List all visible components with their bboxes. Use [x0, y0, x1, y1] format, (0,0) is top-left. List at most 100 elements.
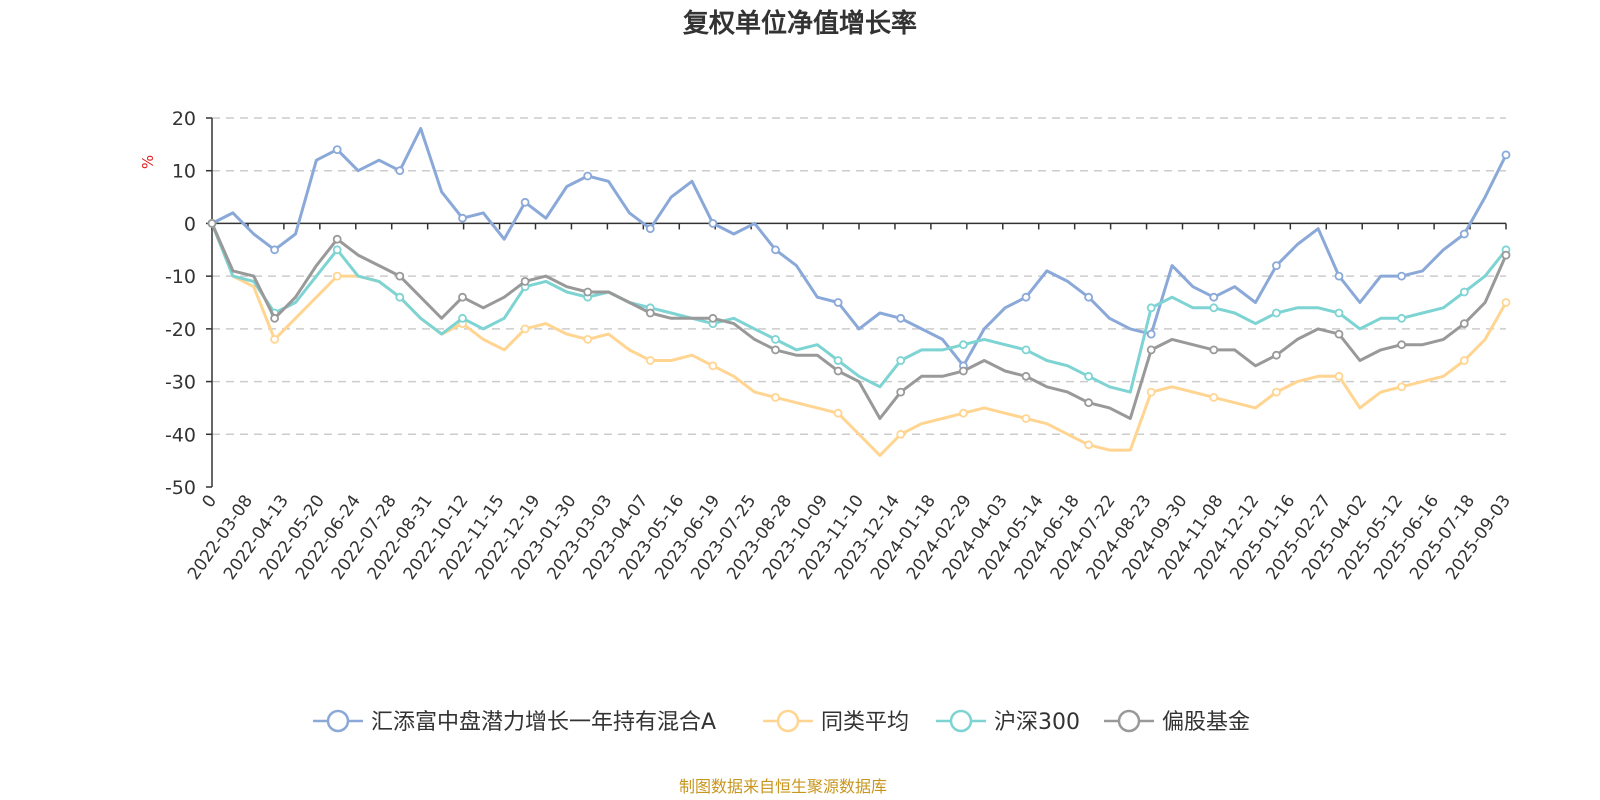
- data-point: [1209, 345, 1219, 355]
- data-point: [207, 218, 217, 228]
- data-point: [1146, 303, 1156, 313]
- chart-title: 复权单位净值增长率: [683, 8, 917, 39]
- y-tick-labels: 20 10 0 -10 -20 -30 -40 -50: [165, 108, 196, 499]
- legend-label: 偏股基金: [1162, 710, 1250, 735]
- data-point: [959, 366, 968, 376]
- data-point: [270, 313, 280, 323]
- data-point: [1272, 261, 1281, 271]
- series-1: [207, 218, 1511, 457]
- series-line: [210, 222, 1508, 394]
- data-point: [896, 429, 906, 439]
- data-point: [708, 218, 718, 228]
- y-tick-label: -40: [165, 424, 196, 446]
- data-point: [583, 287, 593, 297]
- data-point: [1272, 350, 1281, 360]
- y-tick-label: -50: [165, 477, 196, 499]
- series-line: [210, 222, 1508, 457]
- series-2: [207, 218, 1511, 394]
- legend-marker: [1117, 709, 1141, 733]
- data-point: [1501, 250, 1511, 260]
- data-point: [1334, 271, 1344, 281]
- data-point: [771, 334, 780, 344]
- data-point: [332, 234, 342, 244]
- legend-item[interactable]: 沪深300: [936, 709, 1080, 735]
- data-point: [332, 271, 342, 281]
- data-point: [1021, 414, 1031, 423]
- data-point: [332, 145, 342, 155]
- data-point: [270, 334, 280, 344]
- data-point: [1397, 313, 1406, 323]
- legend-item[interactable]: 汇添富中盘潜力增长一年持有混合A: [313, 709, 716, 735]
- data-point: [959, 340, 968, 350]
- data-point: [458, 313, 467, 323]
- legend-label: 沪深300: [994, 710, 1080, 735]
- data-point: [896, 313, 906, 323]
- legend-marker: [776, 709, 800, 733]
- series-line: [211, 127, 1508, 368]
- data-point: [458, 213, 467, 223]
- legend: 汇添富中盘潜力增长一年持有混合A 同类平均 沪深300 偏股基金: [313, 709, 1250, 735]
- data-point: [645, 356, 655, 365]
- data-point: [771, 245, 780, 255]
- legend-marker: [949, 709, 973, 733]
- data-point: [520, 276, 530, 286]
- data-point: [1334, 371, 1344, 381]
- series-3: [207, 218, 1511, 420]
- data-point: [1146, 345, 1156, 355]
- data-point: [1021, 292, 1031, 302]
- data-point: [1334, 308, 1344, 318]
- data-point: [1397, 382, 1406, 392]
- data-point: [1459, 287, 1469, 297]
- y-tick-label: -30: [165, 372, 196, 394]
- data-point: [458, 292, 467, 302]
- data-point: [833, 356, 843, 365]
- data-point: [645, 224, 655, 234]
- y-tick-label: -20: [165, 319, 196, 341]
- data-point: [395, 166, 405, 176]
- y-axis-unit: %: [139, 155, 157, 169]
- y-tick-label: -10: [165, 266, 196, 288]
- data-point: [1084, 440, 1093, 450]
- data-point: [1397, 271, 1406, 281]
- data-point: [833, 366, 843, 376]
- data-point: [708, 361, 718, 371]
- data-point: [1084, 371, 1093, 381]
- data-point: [1459, 229, 1469, 239]
- data-point: [833, 298, 843, 307]
- data-point: [896, 387, 906, 397]
- x-tick-labels: 02022-03-082022-04-132022-05-202022-06-2…: [184, 491, 1515, 583]
- data-point: [1501, 150, 1511, 160]
- legend-marker: [326, 709, 350, 733]
- legend-label: 汇添富中盘潜力增长一年持有混合A: [371, 710, 716, 735]
- data-point: [1209, 292, 1219, 302]
- data-point: [771, 345, 780, 355]
- legend-label: 同类平均: [821, 710, 909, 735]
- data-point: [1084, 292, 1093, 302]
- data-point: [1272, 387, 1281, 397]
- legend-item[interactable]: 同类平均: [763, 709, 909, 735]
- data-point: [896, 356, 906, 365]
- data-point: [1334, 329, 1344, 339]
- y-tick-label: 10: [172, 161, 196, 183]
- data-point: [1459, 356, 1469, 365]
- data-point: [1209, 303, 1219, 313]
- data-point: [1272, 308, 1281, 318]
- data-point: [1021, 371, 1031, 381]
- series-line: [210, 222, 1508, 420]
- data-point: [395, 292, 405, 302]
- x-tick-label: 0: [199, 491, 222, 511]
- data-source-note: 制图数据来自恒生聚源数据库: [679, 777, 887, 796]
- data-point: [833, 408, 843, 418]
- data-point: [1146, 329, 1156, 339]
- data-point: [1021, 345, 1031, 355]
- data-point: [395, 271, 405, 281]
- axes: [206, 117, 1507, 488]
- data-point: [1459, 319, 1469, 329]
- y-tick-label: 20: [172, 108, 196, 130]
- series-layer: [207, 127, 1511, 457]
- series-0: [207, 127, 1511, 371]
- data-point: [1146, 387, 1156, 397]
- legend-item[interactable]: 偏股基金: [1104, 709, 1250, 735]
- data-point: [1397, 340, 1406, 350]
